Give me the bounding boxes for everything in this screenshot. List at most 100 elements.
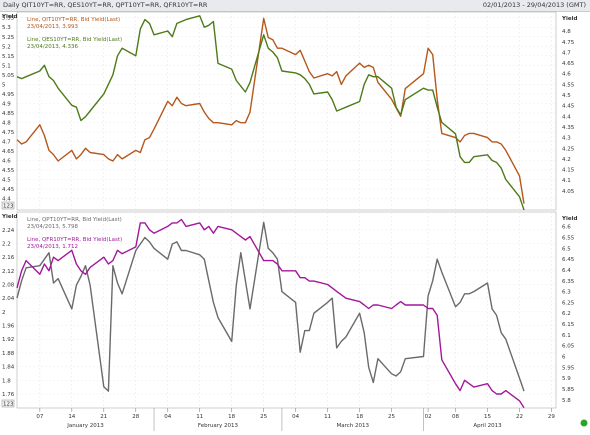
right-tick-label: 6.25 — [562, 300, 575, 306]
right-tick-label: 6.1 — [562, 333, 571, 339]
left-tick-label: 1.88 — [2, 351, 15, 357]
right-tick-label: 5.95 — [562, 365, 575, 371]
legend-entry: Line, QIT10YT=RR, Bid Yield(Last)23/04/2… — [27, 17, 120, 30]
chart-header: Daily QIT10YT=RR, QES10YT=RR, QPT10YT=RR… — [0, 0, 590, 12]
legend-last-value: 23/04/2013, 1.712 — [27, 244, 78, 250]
legend-series-name: Line, QPT10YT=RR, Bid Yield(Last) — [27, 217, 122, 223]
left-tick-label: 2.2 — [2, 241, 11, 247]
legend-series-name: Line, QIT10YT=RR, Bid Yield(Last) — [27, 17, 120, 23]
right-tick-label: 4.25 — [562, 146, 575, 152]
right-tick-label: 6.55 — [562, 236, 575, 242]
date-range: 02/01/2013 - 29/04/2013 (GMT) — [482, 1, 586, 9]
x-month-label: April 2013 — [473, 423, 502, 429]
right-tick-label: 6.35 — [562, 279, 575, 285]
right-tick-label: 6.6 — [562, 225, 571, 231]
x-day-label: 14 — [68, 414, 75, 420]
zoom-button-label: 123 — [3, 204, 14, 210]
left-tick-label: 2.08 — [2, 283, 15, 289]
x-axis: 07 14 21 28 04 11 18 25 04 11 18 25 02 08 15 22 29 Januar… — [36, 408, 555, 431]
right-tick-label: 4.7 — [562, 50, 571, 56]
x-day-label: 28 — [132, 414, 139, 420]
left-tick-label: 4.55 — [2, 168, 15, 174]
right-tick-label: 4.4 — [562, 114, 571, 120]
status-indicator-icon — [580, 419, 588, 427]
left-tick-label: 2.04 — [2, 296, 15, 302]
right-tick-label: 4.1 — [562, 178, 571, 184]
left-tick-label: 4.75 — [2, 130, 15, 136]
left-tick-label: 4.95 — [2, 92, 15, 98]
right-tick-label: 5.8 — [562, 398, 571, 404]
left-tick-label: 5.25 — [2, 35, 15, 41]
right-tick-label: 6.3 — [562, 290, 571, 296]
legend-entry: Line, QFR10YT=RR, Bid Yield(Last)23/04/2… — [27, 237, 122, 250]
left-tick-label: 4.9 — [2, 101, 11, 107]
left-tick-label: 5.1 — [2, 63, 11, 69]
x-day-label: 11 — [324, 414, 331, 420]
right-tick-label: 4.3 — [562, 136, 571, 142]
left-tick-label: 4.85 — [2, 111, 15, 117]
left-tick-label: 2.12 — [2, 269, 14, 275]
left-tick-label: 4.5 — [2, 178, 11, 184]
left-tick-label: 5.15 — [2, 54, 15, 60]
chart-panel-1: 5.35 5.3 5.25 5.2 5.15 5.1 5.05 5 4.95 4.9 4.85 4.8… — [1, 11, 577, 211]
right-axis-name: Yield — [561, 216, 577, 222]
left-tick-label: 4.4 — [2, 197, 11, 203]
x-day-label: 25 — [388, 414, 395, 420]
x-month-label: January 2013 — [66, 423, 104, 429]
zoom-button[interactable] — [1, 399, 15, 408]
chart-panel-2: 2.24 2.2 2.16 2.12 2.08 2.04 2 1.96 1.92 1.88 1.84… — [1, 211, 577, 409]
left-tick-label: 4.7 — [2, 139, 11, 145]
right-tick-label: 4.8 — [562, 29, 571, 35]
left-axis-name: Yield — [1, 14, 17, 20]
left-axis-name: Yield — [1, 214, 17, 220]
right-tick-label: 5.85 — [562, 387, 575, 393]
series-line-1 — [16, 17, 525, 204]
x-day-label: 08 — [452, 414, 459, 420]
right-axis-name: Yield — [561, 16, 577, 22]
left-tick-label: 5.35 — [2, 16, 15, 22]
x-month-label: March 2013 — [336, 423, 369, 429]
legend-last-value: 23/04/2013, 4.336 — [27, 44, 78, 50]
left-tick-label: 1.76 — [2, 392, 15, 398]
left-tick-label: 5 — [2, 82, 6, 88]
left-tick-label: 1.92 — [2, 337, 14, 343]
legend-series-name: Line, QFR10YT=RR, Bid Yield(Last) — [27, 237, 122, 243]
right-tick-label: 6 — [562, 355, 566, 361]
right-tick-label: 6.5 — [562, 246, 571, 252]
left-tick-label: 2 — [2, 310, 6, 316]
right-tick-label: 4.65 — [562, 61, 575, 67]
x-day-label: 25 — [260, 414, 267, 420]
left-tick-label: 2.16 — [2, 255, 15, 261]
right-tick-label: 4.2 — [562, 157, 571, 163]
series-line-3 — [16, 221, 525, 392]
left-tick-label: 1.96 — [2, 324, 15, 330]
x-day-label: 02 — [425, 414, 432, 420]
right-tick-label: 6.2 — [562, 311, 571, 317]
x-day-label: 18 — [228, 414, 235, 420]
left-tick-label: 4.65 — [2, 149, 15, 155]
series-line-2 — [16, 15, 525, 211]
left-tick-label: 1.84 — [2, 365, 15, 371]
legend-entry: Line, QPT10YT=RR, Bid Yield(Last)23/04/2… — [27, 217, 122, 230]
right-tick-label: 4.45 — [562, 104, 575, 110]
left-tick-label: 1.8 — [2, 378, 11, 384]
x-day-label: 29 — [548, 414, 555, 420]
right-tick-label: 5.9 — [562, 376, 571, 382]
chart-title: Daily QIT10YT=RR, QES10YT=RR, QPT10YT=RR… — [3, 1, 208, 9]
zoom-button[interactable] — [1, 201, 15, 210]
right-tick-label: 4.6 — [562, 72, 571, 78]
legend-entry: Line, QES10YT=RR, Bid Yield(Last)23/04/2… — [27, 37, 122, 50]
legend-last-value: 23/04/2013, 3.993 — [27, 24, 78, 30]
right-tick-label: 6.45 — [562, 257, 575, 263]
right-tick-label: 6.05 — [562, 344, 575, 350]
right-tick-label: 4.05 — [562, 189, 575, 195]
right-tick-label: 4.15 — [562, 168, 575, 174]
left-tick-label: 2.24 — [2, 228, 15, 234]
left-tick-label: 5.3 — [2, 25, 11, 31]
right-tick-label: 4.55 — [562, 82, 575, 88]
x-day-label: 21 — [100, 414, 107, 420]
plot-area — [16, 211, 557, 409]
x-day-label: 15 — [484, 414, 491, 420]
right-tick-label: 4.5 — [562, 93, 571, 99]
